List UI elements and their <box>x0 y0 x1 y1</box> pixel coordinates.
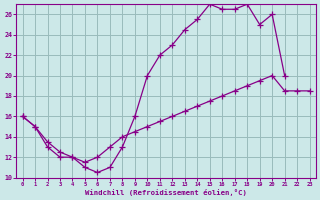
X-axis label: Windchill (Refroidissement éolien,°C): Windchill (Refroidissement éolien,°C) <box>85 189 247 196</box>
